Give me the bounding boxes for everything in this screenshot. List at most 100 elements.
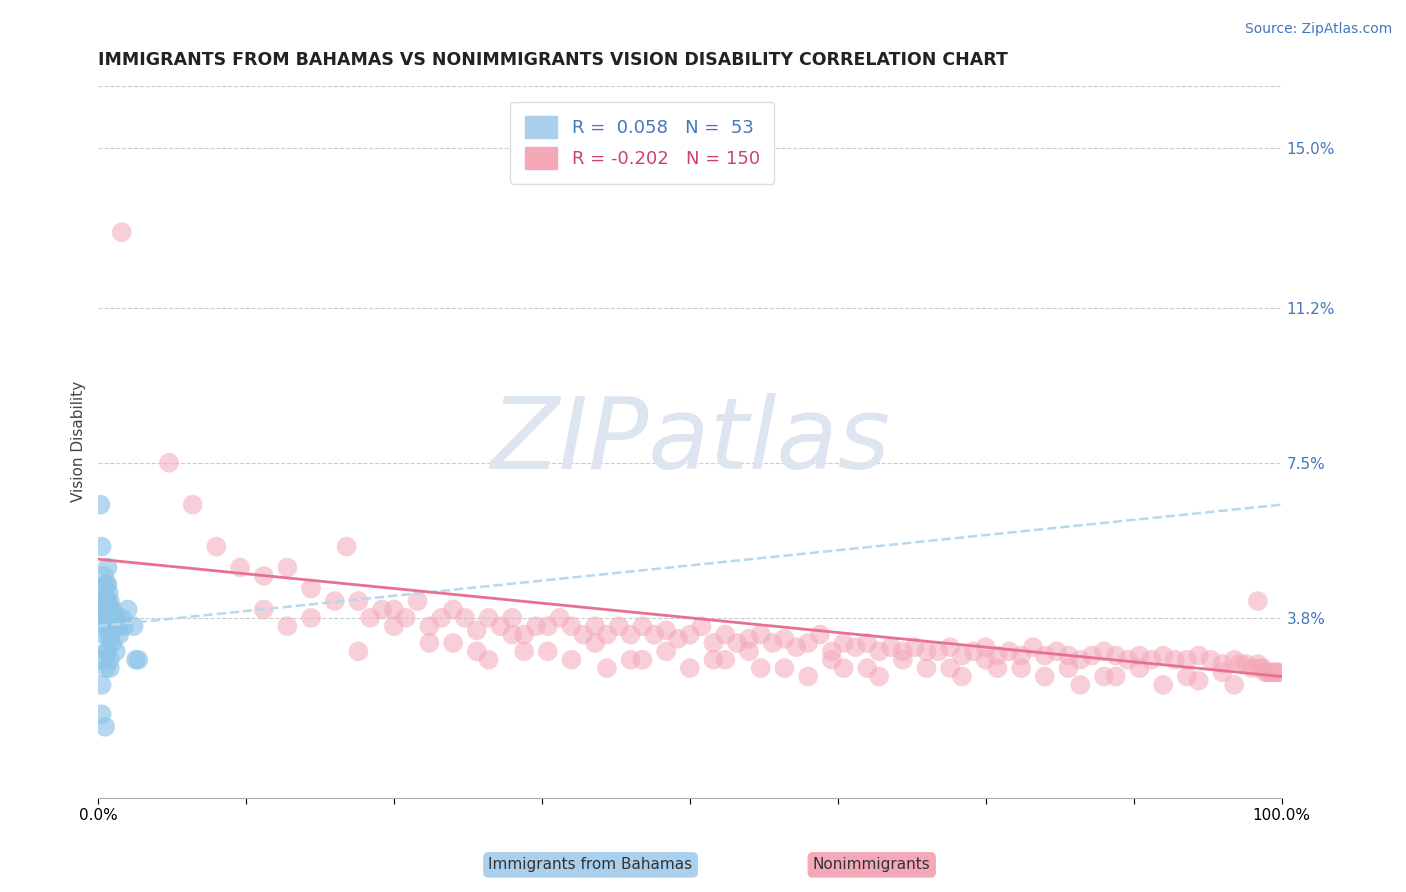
Point <box>537 619 560 633</box>
Point <box>620 653 643 667</box>
Point <box>418 619 440 633</box>
Point <box>104 619 127 633</box>
Point <box>1229 657 1251 671</box>
Point <box>205 540 228 554</box>
Point <box>1105 669 1128 683</box>
Point <box>773 632 796 646</box>
Point <box>537 644 560 658</box>
Point <box>276 560 298 574</box>
Point <box>406 594 429 608</box>
Point <box>323 594 346 608</box>
Point <box>749 661 772 675</box>
Point <box>868 669 890 683</box>
Point <box>1263 665 1285 680</box>
Point <box>856 636 879 650</box>
Point <box>335 540 357 554</box>
Point <box>89 653 111 667</box>
Point <box>1261 665 1284 680</box>
Point <box>103 619 125 633</box>
Point <box>101 619 124 633</box>
Point <box>548 611 571 625</box>
Point <box>299 582 322 596</box>
Point <box>666 632 689 646</box>
Point <box>1258 665 1281 680</box>
Point <box>1211 665 1233 680</box>
Point <box>96 602 118 616</box>
Point <box>655 624 678 638</box>
Point <box>821 653 844 667</box>
Point <box>96 602 118 616</box>
Point <box>478 653 501 667</box>
Point <box>749 627 772 641</box>
Text: IMMIGRANTS FROM BAHAMAS VS NONIMMIGRANTS VISION DISABILITY CORRELATION CHART: IMMIGRANTS FROM BAHAMAS VS NONIMMIGRANTS… <box>98 51 1008 69</box>
Point <box>1175 669 1198 683</box>
Point <box>797 669 820 683</box>
Point <box>125 653 148 667</box>
Point <box>98 653 121 667</box>
Point <box>1188 648 1211 663</box>
Point <box>832 661 855 675</box>
Point <box>101 602 124 616</box>
Point <box>98 632 121 646</box>
Point <box>1249 661 1271 675</box>
Point <box>465 644 488 658</box>
Point <box>104 611 127 625</box>
Point <box>359 611 381 625</box>
Point <box>1081 648 1104 663</box>
Point <box>725 636 748 650</box>
Point <box>773 661 796 675</box>
Point <box>1254 665 1277 680</box>
Point <box>785 640 807 655</box>
Text: ZIPatlas: ZIPatlas <box>489 393 890 491</box>
Point <box>738 644 761 658</box>
Point <box>108 627 131 641</box>
Point <box>572 627 595 641</box>
Point <box>1265 665 1288 680</box>
Point <box>111 225 134 239</box>
Point <box>96 594 118 608</box>
Point <box>1240 661 1263 675</box>
Point <box>631 653 654 667</box>
Point <box>963 644 986 658</box>
Point <box>974 640 997 655</box>
Point <box>111 611 134 625</box>
Point <box>371 602 394 616</box>
Point <box>229 560 252 574</box>
Point <box>90 678 112 692</box>
Point <box>96 560 118 574</box>
Point <box>620 627 643 641</box>
Point <box>1223 678 1246 692</box>
Point <box>478 611 501 625</box>
Point <box>1105 648 1128 663</box>
Point <box>96 644 118 658</box>
Legend: R =  0.058   N =  53, R = -0.202   N = 150: R = 0.058 N = 53, R = -0.202 N = 150 <box>510 102 775 184</box>
Point <box>101 636 124 650</box>
Point <box>1223 653 1246 667</box>
Point <box>93 611 115 625</box>
Point <box>104 644 127 658</box>
Point <box>868 644 890 658</box>
Point <box>93 627 115 641</box>
Point <box>891 644 914 658</box>
Point <box>714 627 737 641</box>
Point <box>96 611 118 625</box>
Point <box>96 577 118 591</box>
Point <box>1251 661 1274 675</box>
Point <box>1033 648 1056 663</box>
Point <box>108 619 131 633</box>
Point <box>880 640 903 655</box>
Point <box>1022 640 1045 655</box>
Point <box>655 644 678 658</box>
Point <box>1152 678 1174 692</box>
Point <box>395 611 418 625</box>
Point <box>986 661 1008 675</box>
Point <box>904 640 927 655</box>
Point <box>1092 644 1115 658</box>
Point <box>94 720 117 734</box>
Y-axis label: Vision Disability: Vision Disability <box>72 381 86 502</box>
Point <box>1247 594 1270 608</box>
Point <box>797 636 820 650</box>
Point <box>347 644 370 658</box>
Point <box>97 585 120 599</box>
Point <box>631 619 654 633</box>
